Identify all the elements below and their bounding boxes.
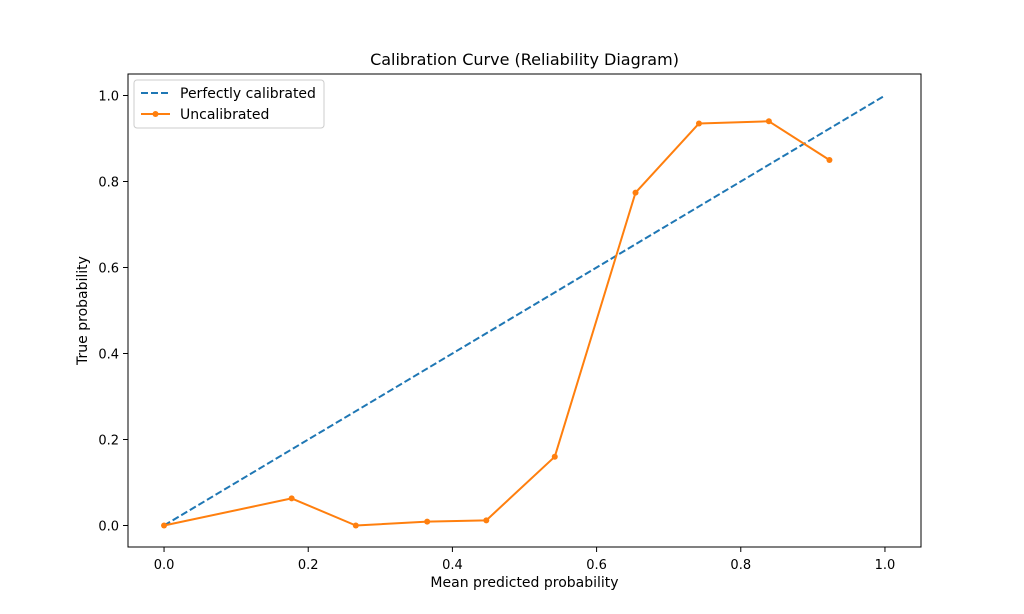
legend-marker-uncalibrated (152, 111, 159, 117)
uncalibrated-point (288, 495, 295, 502)
x-tick-label: 0.4 (442, 558, 463, 573)
uncalibrated-point (632, 189, 639, 196)
y-ticks: 0.0 0.2 0.4 0.6 0.8 1.0 (98, 90, 128, 535)
uncalibrated-point (424, 518, 431, 525)
series-layer (161, 94, 886, 529)
uncalibrated-point (765, 118, 772, 125)
legend: Perfectly calibrated Uncalibrated (133, 79, 325, 129)
uncalibrated-point (551, 453, 558, 460)
x-tick-label: 0.6 (586, 558, 607, 573)
x-tick-label: 0.2 (298, 558, 319, 573)
x-tick-label: 0.0 (154, 558, 175, 573)
legend-box (133, 79, 325, 129)
x-ticks: 0.0 0.2 0.4 0.6 0.8 1.0 (154, 547, 896, 573)
legend-label-perfectly-calibrated: Perfectly calibrated (180, 86, 316, 102)
y-tick-label: 0.0 (98, 520, 119, 535)
chart-title: Calibration Curve (Reliability Diagram) (370, 50, 679, 69)
y-tick-label: 0.4 (98, 348, 119, 363)
y-tick-label: 0.2 (98, 434, 119, 449)
uncalibrated-point (483, 517, 490, 524)
y-axis-label: True probability (75, 256, 91, 366)
y-tick-label: 0.6 (98, 262, 119, 277)
y-tick-label: 0.8 (98, 176, 119, 191)
x-axis-label: Mean predicted probability (430, 575, 618, 591)
uncalibrated-point (161, 522, 168, 529)
uncalibrated-point (695, 120, 702, 127)
uncalibrated-point (352, 522, 359, 529)
y-tick-label: 1.0 (98, 90, 119, 105)
x-tick-label: 0.8 (730, 558, 751, 573)
uncalibrated-line (163, 120, 830, 527)
x-tick-label: 1.0 (875, 558, 896, 573)
plot-frame (127, 73, 922, 548)
uncalibrated-point (826, 157, 833, 163)
legend-label-uncalibrated: Uncalibrated (180, 107, 269, 123)
